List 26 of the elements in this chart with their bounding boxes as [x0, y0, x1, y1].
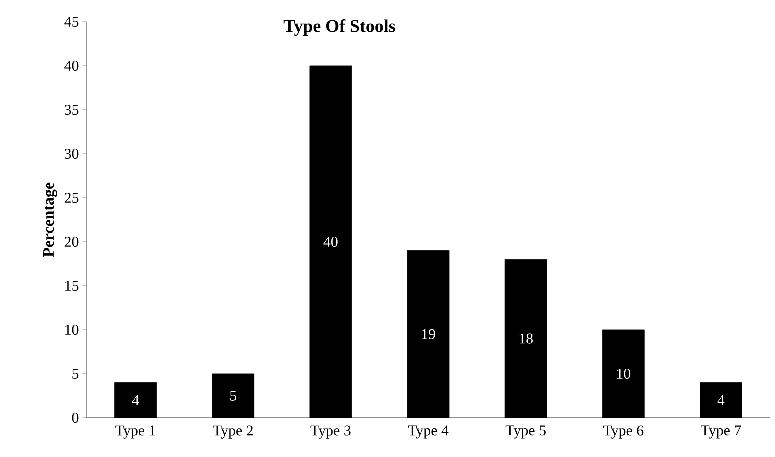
y-tick-label: 45	[64, 17, 79, 27]
data-label: 10	[617, 368, 631, 380]
data-label: 19	[422, 329, 436, 340]
data-label: 4	[132, 395, 140, 406]
y-tick-label: 10	[66, 324, 79, 336]
y-axis-title: Percentage	[44, 182, 58, 258]
chart-title: Type Of Stools	[284, 20, 396, 36]
y-tick-label: 0	[72, 412, 79, 424]
x-tick-label: Type 2	[213, 426, 253, 439]
x-tick-label: Type 1	[116, 426, 156, 439]
x-tick-label: Type 3	[310, 426, 351, 439]
data-label: 18	[520, 334, 533, 344]
x-tick-label: Type 7	[701, 426, 742, 439]
y-tick-label: 30	[65, 148, 79, 160]
y-tick-label: 20	[64, 236, 79, 248]
x-tick-label: Type 5	[506, 426, 546, 439]
data-label: 40	[324, 236, 338, 248]
data-label: 4	[718, 395, 725, 406]
y-tick-label: 15	[66, 280, 79, 291]
y-tick-label: 40	[64, 60, 79, 72]
x-tick-label: Type 4	[408, 426, 449, 439]
data-label: 5	[230, 391, 237, 401]
y-tick-label: 5	[72, 369, 79, 379]
x-tick-label: Type 6	[603, 426, 644, 439]
y-tick-label: 25	[64, 192, 79, 204]
y-tick-label: 35	[65, 104, 79, 116]
